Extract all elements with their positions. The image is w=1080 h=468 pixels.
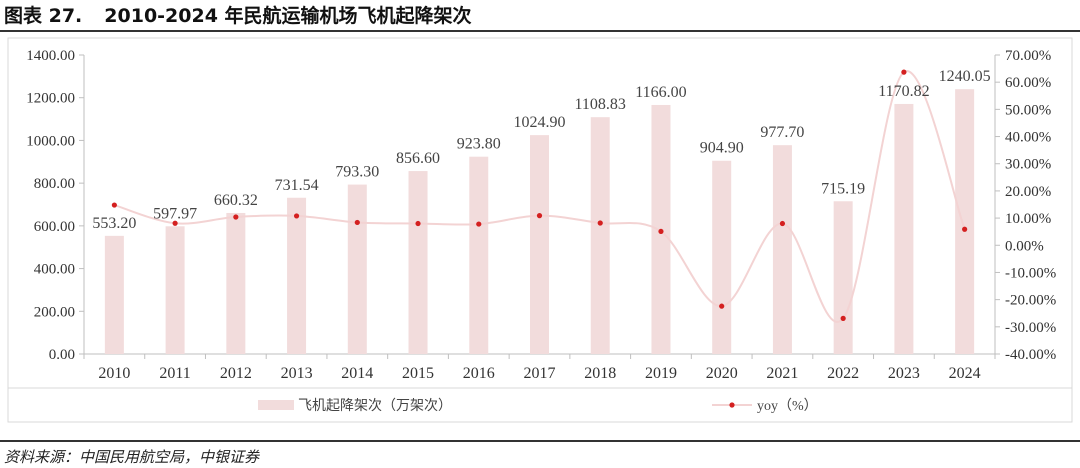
yoy-point: [658, 228, 664, 235]
chart: 0.00 200.00 400.00 600.00 800.00 1000.00 1200.…: [7, 37, 1073, 423]
bar: [165, 226, 185, 354]
bar-data-label: 660.32: [214, 192, 258, 209]
y-left-tick-label: 200.00: [34, 304, 75, 320]
bar: [894, 103, 914, 355]
bar-data-label: 923.80: [457, 136, 501, 153]
legend-bar-swatch: [258, 400, 294, 410]
bottom-rule: [0, 440, 1080, 442]
top-rule: [0, 30, 1080, 32]
bar-data-label: 793.30: [335, 164, 379, 181]
yoy-line: [114, 70, 966, 323]
bar: [590, 117, 610, 354]
y-left-tick-label: 0.00: [49, 347, 75, 363]
y-right-tick-label: 10.00%: [1005, 211, 1051, 227]
yoy-point: [233, 214, 239, 220]
figure-number: 图表 27.: [4, 5, 83, 27]
bar: [833, 201, 853, 354]
x-tick-label: 2021: [766, 365, 798, 382]
bar-data-label: 731.54: [275, 177, 319, 194]
y-right-tick-label: 30.00%: [1005, 157, 1051, 173]
bar-data-label: 715.19: [821, 180, 865, 197]
yoy-point: [840, 315, 846, 321]
bar: [772, 145, 792, 354]
bar: [347, 184, 367, 354]
yoy-point: [536, 213, 543, 219]
y-right-tick-label: -10.00%: [1005, 265, 1056, 281]
bar: [226, 212, 246, 354]
bar-data-label: 856.60: [396, 150, 440, 167]
x-tick-label: 2020: [706, 365, 738, 382]
legend-box: [7, 387, 1073, 423]
bar-data-label: 1108.83: [575, 96, 626, 113]
y-right-tick-label: -30.00%: [1005, 320, 1056, 336]
x-tick-label: 2010: [98, 365, 130, 382]
yoy-point: [111, 202, 117, 208]
legend-bar-label: 飞机起降架次（万架次）: [298, 398, 452, 414]
y-right-tick-label: 70.00%: [1005, 48, 1051, 64]
x-tick-label: 2014: [341, 365, 373, 382]
y-left-tick-label: 600.00: [34, 219, 75, 235]
yoy-point: [476, 221, 482, 227]
legend-line-label: yoy（%）: [757, 398, 818, 414]
y-right-tick-label: 50.00%: [1005, 102, 1051, 118]
bar: [530, 135, 549, 354]
x-tick-label: 2022: [827, 365, 859, 382]
bar: [104, 235, 124, 354]
x-tick-label: 2019: [645, 365, 677, 382]
figure-title: 图表 27. 2010-2024 年民航运输机场飞机起降架次: [4, 2, 472, 30]
y-right-tick-label: 40.00%: [1005, 130, 1051, 146]
y-right-tick-label: 20.00%: [1005, 184, 1051, 200]
yoy-point: [597, 220, 603, 226]
y-left-tick-label: 1400.00: [26, 48, 75, 64]
bar: [408, 171, 428, 354]
x-tick-label: 2024: [949, 365, 981, 382]
y-right-tick-label: 0.00%: [1005, 238, 1044, 254]
bar-data-label: 977.70: [760, 124, 804, 141]
bar-data-label: 553.20: [92, 215, 136, 232]
bar-data-label: 1170.82: [878, 83, 929, 100]
y-left-tick-label: 800.00: [34, 176, 75, 192]
y-right-tick-label: 60.00%: [1005, 75, 1051, 91]
bar-data-label: 904.90: [700, 140, 744, 157]
y-right-tick-label: -20.00%: [1005, 293, 1056, 309]
bar: [955, 89, 975, 354]
yoy-point: [354, 219, 360, 226]
y-right-tick-label: -40.00%: [1005, 347, 1056, 363]
yoy-point: [415, 220, 421, 227]
x-tick-label: 2016: [463, 365, 495, 382]
x-tick-label: 2013: [281, 365, 313, 382]
bar: [712, 160, 732, 354]
yoy-point: [172, 220, 178, 226]
y-left-tick-label: 400.00: [34, 262, 75, 278]
bar: [287, 197, 307, 354]
bar-data-label: 1024.90: [514, 114, 566, 131]
x-tick-label: 2017: [524, 365, 556, 382]
yoy-point: [779, 220, 786, 227]
figure-title-text: 2010-2024 年民航运输机场飞机起降架次: [104, 5, 472, 27]
y-left-tick-label: 1000.00: [26, 133, 75, 149]
x-tick-label: 2015: [402, 365, 434, 382]
source-note: 资料来源：中国民用航空局，中银证券: [4, 448, 260, 466]
bar: [469, 156, 489, 354]
yoy-point: [901, 69, 907, 75]
x-tick-label: 2018: [584, 365, 616, 382]
y-left-tick-label: 1200.00: [26, 91, 75, 107]
bar-data-label: 1240.05: [939, 68, 991, 85]
x-tick-label: 2011: [159, 365, 190, 382]
bar-data-label: 597.97: [153, 205, 197, 222]
yoy-point: [962, 226, 968, 232]
x-tick-label: 2023: [888, 365, 920, 382]
legend-line-marker: [729, 402, 735, 408]
yoy-point: [293, 213, 300, 219]
yoy-point: [719, 303, 725, 309]
x-tick-label: 2012: [220, 365, 252, 382]
bar-data-label: 1166.00: [635, 84, 686, 101]
